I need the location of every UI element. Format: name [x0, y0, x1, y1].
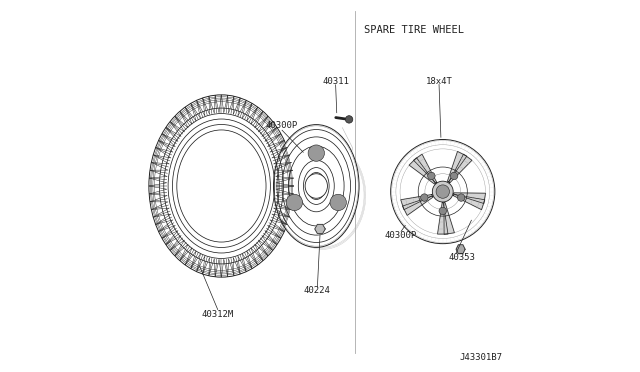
Polygon shape — [409, 158, 435, 184]
Text: 40224: 40224 — [304, 286, 331, 295]
Polygon shape — [456, 245, 465, 254]
Ellipse shape — [273, 125, 359, 247]
Ellipse shape — [305, 174, 328, 198]
Ellipse shape — [286, 194, 303, 211]
Circle shape — [420, 194, 428, 201]
Ellipse shape — [149, 95, 294, 277]
Polygon shape — [444, 202, 454, 234]
Text: SPARE TIRE WHEEL: SPARE TIRE WHEEL — [364, 25, 464, 35]
Polygon shape — [403, 196, 433, 215]
Circle shape — [458, 194, 465, 201]
Circle shape — [439, 207, 447, 215]
Text: 40353: 40353 — [449, 253, 476, 262]
Polygon shape — [413, 154, 436, 183]
Polygon shape — [449, 154, 472, 183]
Text: 40312M: 40312M — [202, 310, 234, 319]
Circle shape — [428, 172, 435, 180]
Text: 40300P: 40300P — [385, 231, 417, 240]
Circle shape — [451, 172, 458, 180]
Ellipse shape — [308, 145, 324, 161]
Circle shape — [346, 116, 353, 123]
Circle shape — [390, 140, 495, 244]
Polygon shape — [454, 193, 486, 203]
Polygon shape — [315, 224, 325, 234]
Circle shape — [436, 185, 449, 198]
Polygon shape — [438, 203, 448, 234]
Polygon shape — [453, 195, 484, 210]
Text: 18x4T: 18x4T — [426, 77, 452, 86]
Polygon shape — [401, 195, 433, 210]
Polygon shape — [447, 151, 467, 182]
Circle shape — [433, 181, 453, 202]
Text: 40311: 40311 — [322, 77, 349, 86]
Text: J43301B7: J43301B7 — [460, 353, 502, 362]
Ellipse shape — [330, 194, 346, 211]
Text: 40300P: 40300P — [266, 121, 298, 130]
